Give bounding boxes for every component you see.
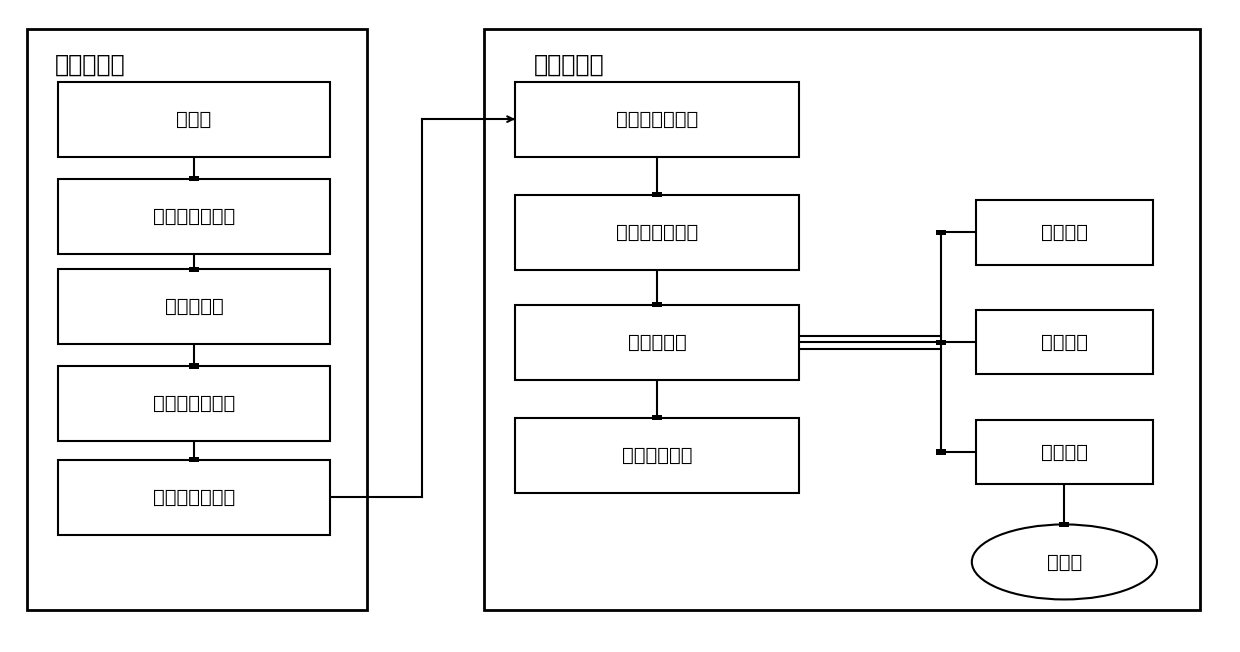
Bar [1059, 522, 1069, 527]
Bar [190, 364, 200, 368]
Bar [27, 29, 367, 610]
Text: 二维码扫描模块: 二维码扫描模块 [616, 110, 698, 128]
Bar [58, 82, 330, 156]
Bar [58, 269, 330, 344]
Bar [515, 418, 799, 493]
Text: 二维码显示模块: 二维码显示模块 [153, 488, 236, 507]
Text: 托盘分类模块: 托盘分类模块 [621, 446, 692, 465]
Bar [652, 415, 662, 421]
Text: 应变片: 应变片 [176, 110, 212, 128]
Bar [58, 179, 330, 254]
Bar [484, 29, 1200, 610]
Bar [58, 460, 330, 535]
Text: 电阻值存储模块: 电阻值存储模块 [153, 207, 236, 226]
Text: 存储模块: 存储模块 [1040, 223, 1087, 242]
Bar [936, 449, 946, 454]
Text: 数据库: 数据库 [1047, 552, 1083, 571]
Text: 二维码编辑模块: 二维码编辑模块 [153, 394, 236, 413]
Bar [976, 310, 1153, 374]
Text: 对比模块: 对比模块 [1040, 443, 1087, 462]
Text: 中心控制器: 中心控制器 [627, 333, 687, 351]
Bar [515, 82, 799, 156]
Bar [58, 366, 330, 441]
Bar [976, 420, 1153, 484]
Bar [190, 176, 200, 181]
Text: 托盘管理端: 托盘管理端 [533, 53, 604, 77]
Bar [936, 340, 946, 345]
Bar [652, 302, 662, 307]
Bar [936, 230, 946, 235]
Text: 查询模块: 查询模块 [1040, 333, 1087, 351]
Ellipse shape [972, 524, 1157, 599]
Text: 二维码解析模块: 二维码解析模块 [616, 223, 698, 242]
Bar [190, 267, 200, 272]
Bar [515, 195, 799, 270]
Bar [190, 457, 200, 462]
Bar [652, 192, 662, 198]
Text: 微型控制器: 微型控制器 [165, 297, 223, 316]
Bar [976, 200, 1153, 265]
Text: 数据采集端: 数据采集端 [55, 53, 125, 77]
Bar [515, 304, 799, 379]
